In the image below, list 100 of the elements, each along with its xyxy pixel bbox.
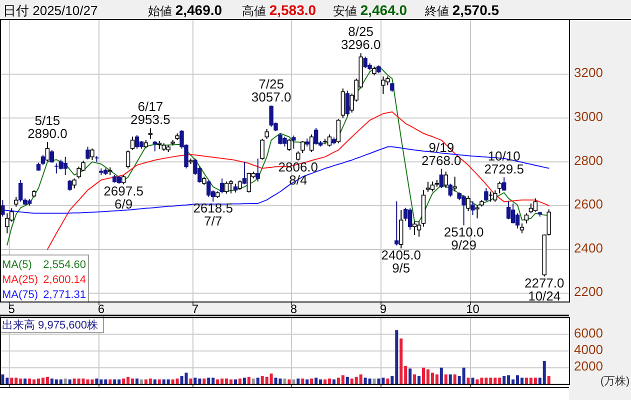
candlestick [134,134,140,150]
bar [413,374,416,384]
candlestick [345,90,350,116]
bar [328,378,331,384]
bar [238,378,242,384]
bar [377,378,380,384]
bar [180,376,184,384]
candlestick [528,202,534,214]
bar [341,375,344,384]
bar [252,378,255,384]
bar [64,378,67,384]
text: MA(25) [2,274,38,286]
annotation: 3296.0 [340,37,381,52]
bar [108,379,112,384]
candlestick [130,136,135,150]
candlestick [314,127,318,146]
bar [542,361,546,384]
bar [346,376,349,384]
bar [86,379,90,384]
y-tick-label: 3200 [574,66,603,81]
annotation: 7/25 [258,76,284,92]
bar [1,374,4,384]
chart-title: 日付 2025/10/27 [3,3,98,18]
y-tick-label: 3000 [574,109,603,124]
bar [400,338,403,384]
y-tick-label: 2000 [574,359,603,374]
bar [408,368,412,384]
bar [440,368,443,384]
candlestick [264,128,269,140]
annotation: 2,771.31 [43,289,86,301]
y-tick-label: 6000 [574,326,603,341]
bar [502,376,506,384]
candlestick [524,212,529,224]
x-tick-label: 7 [192,302,199,316]
bar [122,378,126,384]
bar [476,379,479,384]
bar [296,378,300,384]
annotation: 2618.5 [193,200,233,216]
annotation: 10/24 [528,288,561,304]
candlestick [50,150,54,164]
candlestick [416,221,422,238]
bar [148,378,152,384]
candlestick [126,150,130,169]
bar [306,379,309,384]
bar [359,374,362,384]
candlestick [220,178,224,194]
bar [216,379,220,384]
bar [207,378,210,384]
y-axis-title: (万株) [600,374,630,388]
bar [166,379,170,384]
bar [234,379,237,384]
bar [82,378,85,384]
candlestick [475,204,480,219]
candlestick [533,198,538,212]
candlestick [506,200,511,220]
bar [314,378,318,384]
text: MA(75) [2,289,38,301]
candlestick [336,118,341,144]
bar [435,374,438,384]
candlestick [86,146,90,160]
candlestick [484,188,488,202]
candlestick [246,172,252,194]
bar [270,374,273,384]
annotation: 6/9 [114,196,133,212]
annotation: 2806.0 [278,160,318,175]
candlestick [152,140,157,152]
bar [68,379,72,384]
candlestick [470,200,475,216]
candlestick [14,196,18,208]
annotation: 9/29 [451,237,476,252]
bar [332,379,336,384]
candlestick [444,171,448,189]
bar [534,378,537,384]
candlestick [5,212,10,234]
bar [471,378,474,384]
bar [292,379,296,384]
candlestick [546,208,551,236]
candlestick [238,180,242,190]
bar [184,372,188,384]
candlestick [493,190,498,202]
bar [242,378,246,384]
annotation: 2729.5 [484,161,524,176]
candlestick [287,138,292,152]
chart-title: 出来高 9,975,600株 [2,318,98,332]
candlestick [63,156,68,176]
text: 安値 2,464.0 [333,2,408,18]
candlestick [510,202,516,224]
candlestick [426,181,430,192]
bar [283,378,286,384]
bar [59,379,62,384]
candlestick [68,180,72,192]
bar [547,376,550,384]
bar [95,378,98,384]
candlestick [448,183,452,198]
candlestick [488,191,493,202]
candlestick [498,181,502,194]
bar [520,378,524,384]
candlestick [224,181,229,194]
y-tick-label: 4000 [574,342,603,358]
bar [176,378,179,384]
